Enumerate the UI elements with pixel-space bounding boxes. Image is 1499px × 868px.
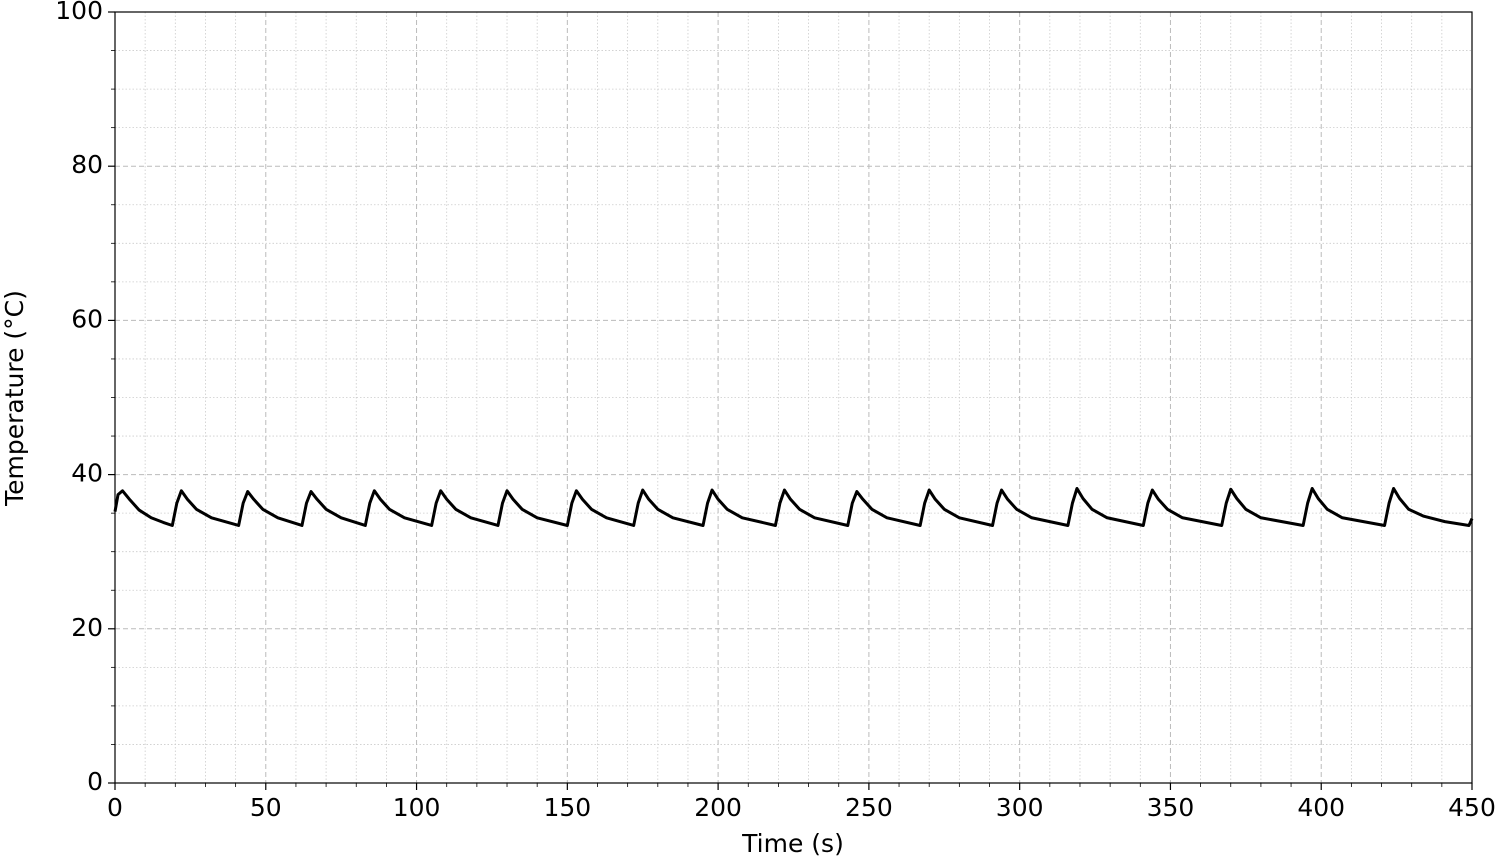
x-tick-label: 50 — [250, 793, 282, 822]
x-axis-label: Time (s) — [741, 829, 844, 858]
y-tick-label: 60 — [71, 304, 103, 333]
x-tick-label: 400 — [1297, 793, 1345, 822]
y-tick-label: 40 — [71, 459, 103, 488]
y-tick-label: 100 — [55, 0, 103, 25]
y-tick-label: 0 — [87, 767, 103, 796]
data-line — [113, 486, 1474, 527]
x-tick-label: 200 — [694, 793, 742, 822]
x-tick-label: 0 — [107, 793, 123, 822]
plot-frame — [114, 11, 1473, 784]
x-tick-label: 250 — [845, 793, 893, 822]
x-tick-label: 150 — [543, 793, 591, 822]
x-tick-label: 300 — [996, 793, 1044, 822]
y-tick-label: 20 — [71, 613, 103, 642]
x-tick-label: 350 — [1147, 793, 1195, 822]
x-tick-label: 100 — [393, 793, 441, 822]
x-tick-label: 450 — [1448, 793, 1496, 822]
y-tick-label: 80 — [71, 150, 103, 179]
y-axis-label: Temperature (°C) — [0, 290, 29, 507]
